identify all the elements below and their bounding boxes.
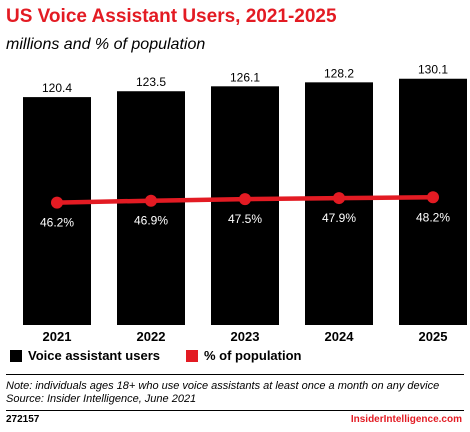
note-text: Note: individuals ages 18+ who use voice… xyxy=(6,380,439,393)
x-tick-label: 2025 xyxy=(419,329,448,344)
population-point-label: 48.2% xyxy=(416,210,450,224)
population-point-label: 47.5% xyxy=(228,212,262,226)
population-point xyxy=(333,192,345,204)
bar-value-label: 126.1 xyxy=(230,70,260,84)
chart: 120.4 2021 123.5 2022 126.1 2023 128.2 2024 130.… xyxy=(0,60,470,345)
legend-swatch-users xyxy=(10,350,22,362)
bar-value-label: 130.1 xyxy=(418,63,448,77)
source-text: Source: Insider Intelligence, June 2021 xyxy=(6,393,439,406)
x-tick-label: 2021 xyxy=(43,329,72,344)
population-point xyxy=(51,197,63,209)
x-tick-label: 2023 xyxy=(231,329,260,344)
population-point-label: 46.9% xyxy=(134,214,168,228)
chart-subtitle: millions and % of population xyxy=(6,36,205,54)
legend-item-users: Voice assistant users xyxy=(10,348,160,363)
legend-swatch-population xyxy=(186,350,198,362)
population-point xyxy=(239,193,251,205)
legend: Voice assistant users % of population xyxy=(10,348,327,363)
legend-item-population: % of population xyxy=(186,348,301,363)
population-point-label: 46.2% xyxy=(40,216,74,230)
population-point xyxy=(145,195,157,207)
chart-title: US Voice Assistant Users, 2021-2025 xyxy=(6,6,337,28)
bar xyxy=(211,86,279,325)
divider-bottom xyxy=(6,410,464,411)
chart-id: 272157 xyxy=(6,414,39,425)
bar-value-label: 128.2 xyxy=(324,66,354,80)
brand-link[interactable]: InsiderIntelligence.com xyxy=(351,414,462,425)
bar-value-label: 120.4 xyxy=(42,81,72,95)
x-tick-label: 2022 xyxy=(137,329,166,344)
legend-label-users: Voice assistant users xyxy=(28,348,160,363)
population-point xyxy=(427,191,439,203)
bar-value-label: 123.5 xyxy=(136,75,166,89)
divider-top xyxy=(6,374,464,375)
population-point-label: 47.9% xyxy=(322,211,356,225)
x-tick-label: 2024 xyxy=(325,329,355,344)
bar xyxy=(23,97,91,325)
bar xyxy=(117,91,185,325)
chart-note: Note: individuals ages 18+ who use voice… xyxy=(6,380,439,406)
legend-label-population: % of population xyxy=(204,348,301,363)
